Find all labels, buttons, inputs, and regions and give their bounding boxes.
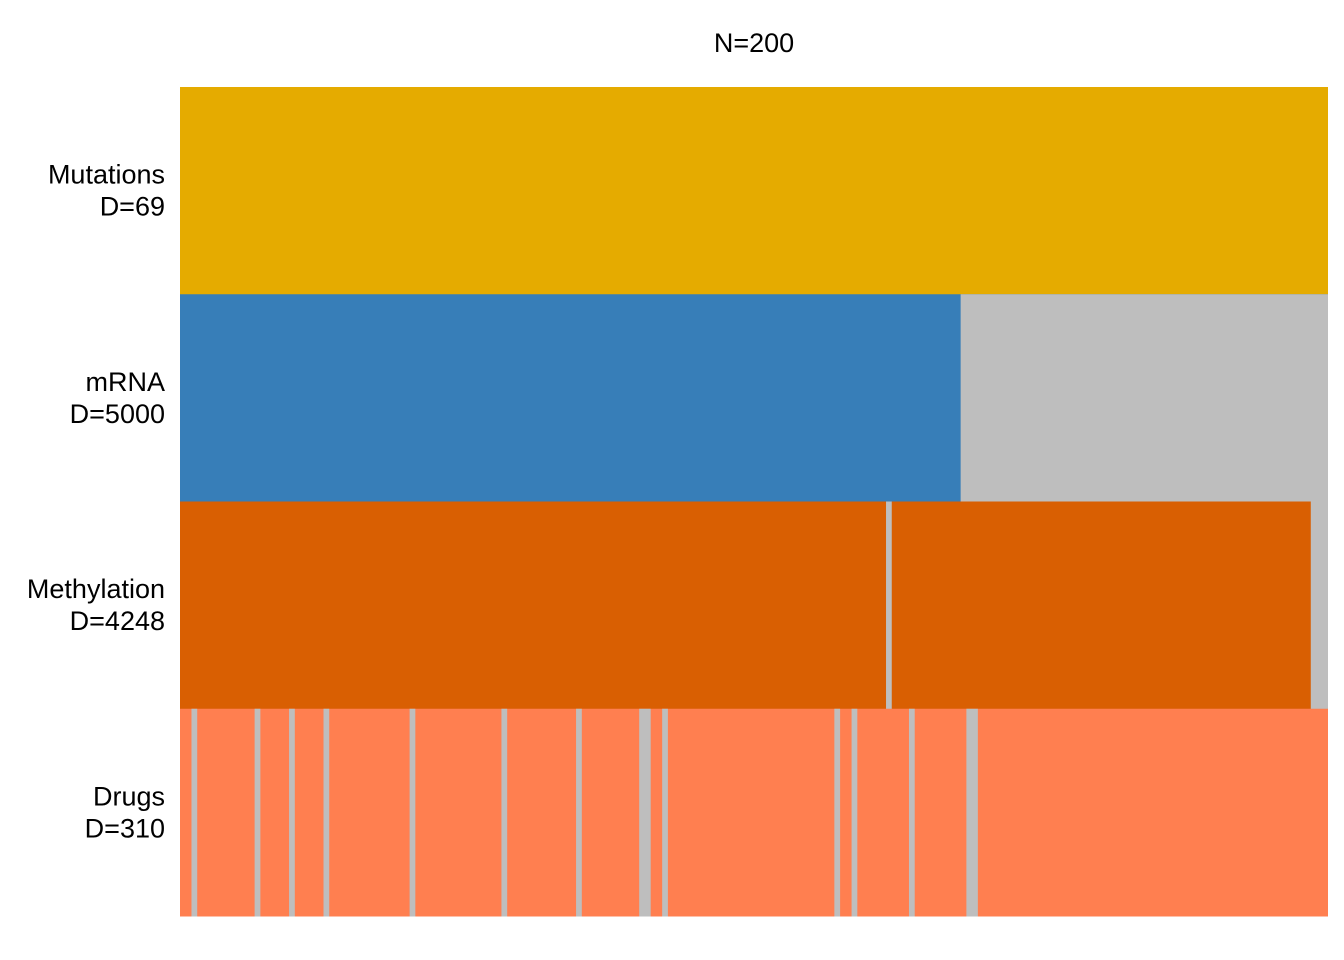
view-name-label: Methylation xyxy=(27,574,165,604)
missing-segment xyxy=(834,708,841,917)
missing-segment xyxy=(966,708,978,917)
view-tile-drugs xyxy=(180,708,1328,917)
missing-segment xyxy=(254,708,261,917)
missing-segment xyxy=(851,708,858,917)
view-tile-methylation xyxy=(180,501,1328,710)
missing-segment xyxy=(191,708,198,917)
missing-segment xyxy=(576,708,582,917)
missing-segment xyxy=(960,294,1328,502)
view-name-label: Mutations xyxy=(48,160,165,190)
view-dimension-label: D=69 xyxy=(100,192,165,222)
missing-segment xyxy=(886,501,892,710)
missing-segment xyxy=(501,708,508,917)
view-tile-mutations xyxy=(180,87,1328,295)
missing-segment xyxy=(289,708,295,917)
missing-segment xyxy=(639,708,651,917)
missing-segment xyxy=(323,708,330,917)
chart-title: N=200 xyxy=(714,28,794,58)
missing-segment xyxy=(908,708,915,917)
view-dimension-label: D=310 xyxy=(85,813,165,843)
missing-segment xyxy=(1310,501,1328,710)
view-dimension-label: D=5000 xyxy=(70,399,165,429)
missing-segment xyxy=(409,708,416,917)
view-name-label: Drugs xyxy=(93,781,165,811)
view-name-label: mRNA xyxy=(86,367,166,397)
missing-segment xyxy=(662,708,668,917)
view-dimension-label: D=4248 xyxy=(70,606,165,636)
